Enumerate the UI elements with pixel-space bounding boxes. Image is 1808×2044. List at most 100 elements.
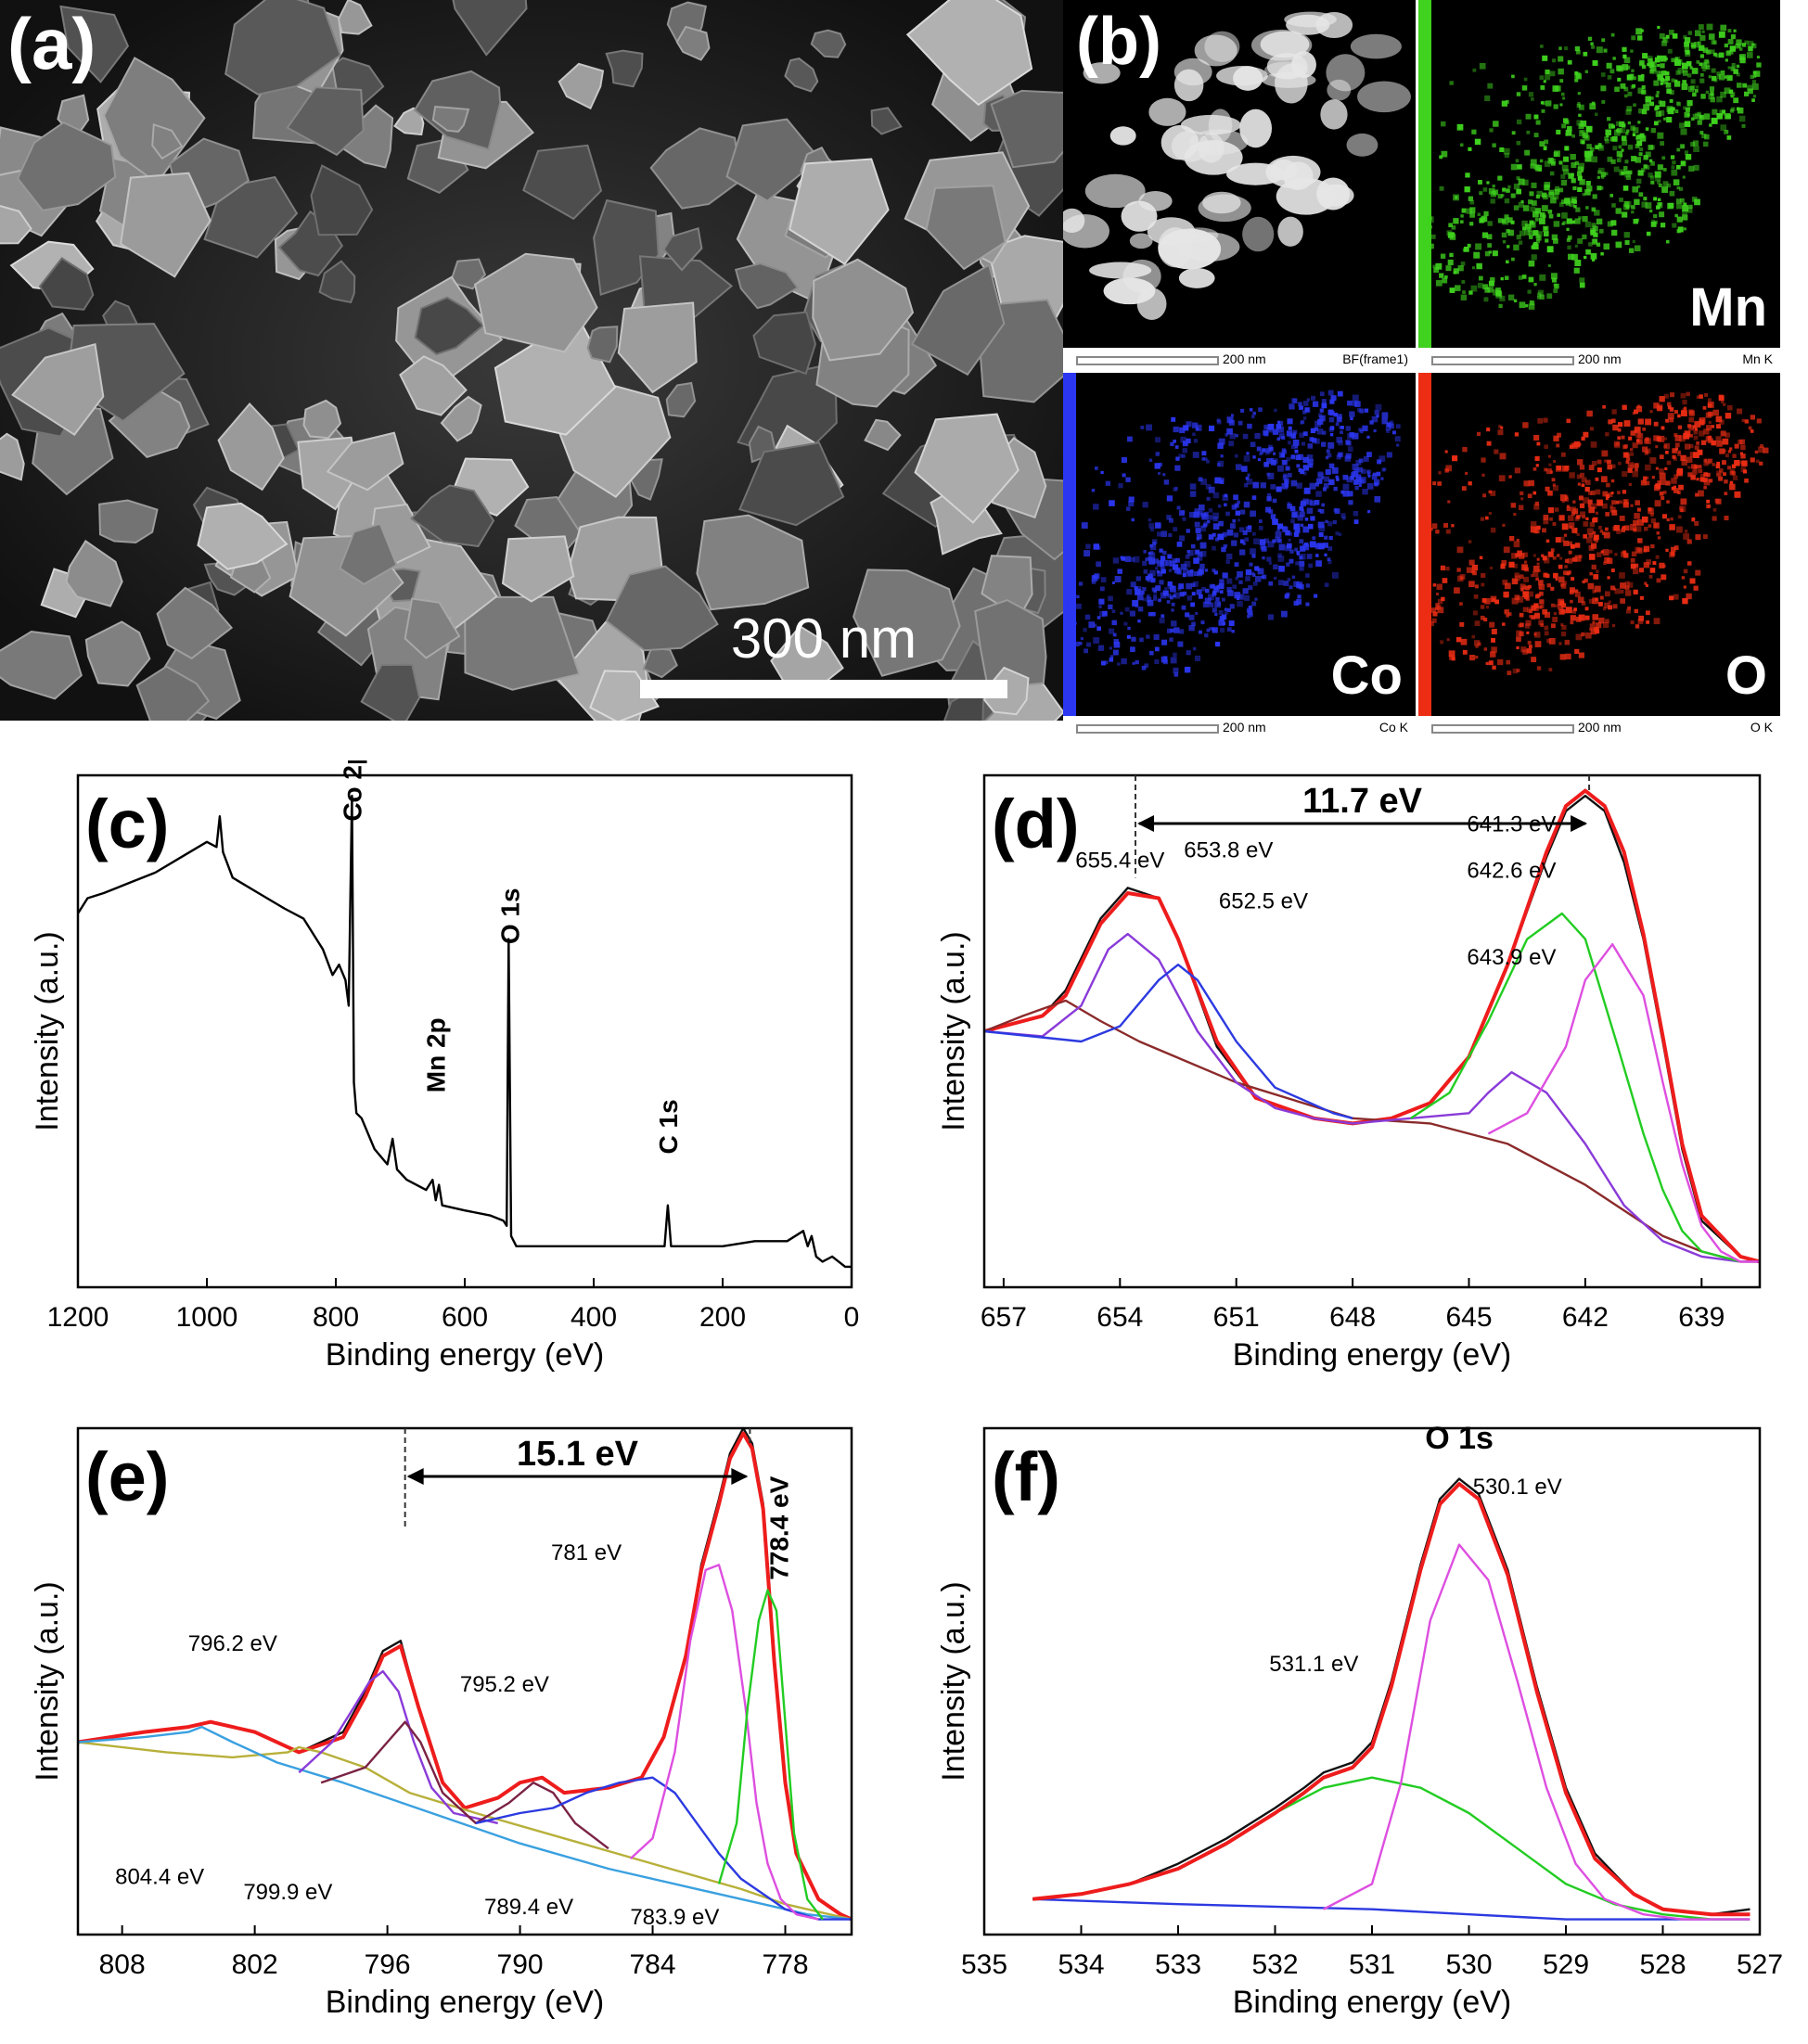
eds-signal-dot [1173,672,1179,677]
eds-signal-dot [1577,102,1581,106]
eds-signal-dot [1146,594,1150,598]
eds-signal-dot [1262,556,1265,560]
eds-signal-dot [1738,115,1746,122]
eds-signal-dot [1685,153,1692,160]
eds-signal-dot [1690,475,1696,480]
eds-signal-dot [1568,550,1572,555]
eds-signal-dot [1533,632,1537,636]
eds-signal-dot [1317,472,1325,479]
eds-signal-dot [1244,537,1250,542]
eds-signal-dot [1560,631,1567,637]
eds-signal-dot [1103,277,1156,305]
eds-signal-dot [1695,492,1699,497]
eds-signal-dot [1640,29,1644,32]
eds-signal-dot [1506,188,1510,193]
eds-signal-dot [1366,472,1370,476]
sem-grain [326,431,404,492]
eds-signal-dot [1609,506,1616,513]
eds-signal-dot [1589,571,1593,576]
sem-grain [810,29,847,58]
eds-signal-dot [1596,242,1601,247]
eds-signal-dot [1215,641,1221,647]
eds-signal-dot [1600,85,1607,92]
eds-signal-dot [1263,429,1269,436]
eds-signal-dot [1627,467,1633,473]
eds-signal-dot [1196,533,1202,540]
sem-image: (a) 300 nm [0,0,1063,721]
eds-signal-dot [1508,536,1515,542]
eds-signal-dot [1472,610,1478,616]
eds-signal-dot [1195,611,1199,615]
eds-signal-dot [1620,83,1626,89]
eds-signal-dot [1611,500,1616,505]
eds-signal-dot [1653,618,1661,625]
eds-signal-dot [1353,468,1358,473]
eds-signal-dot [1340,490,1345,494]
eds-signal-dot [1552,617,1558,622]
eds-signal-dot [1716,470,1722,477]
eds-signal-dot [1287,504,1292,509]
peak-label: 799.9 eV [243,1880,332,1905]
eds-signal-dot [1699,417,1706,424]
eds-signal-dot [1257,568,1264,575]
eds-signal-dot [1585,206,1589,210]
eds-signal-dot [1162,590,1169,596]
eds-signal-dot [1683,432,1690,440]
eds-signal-dot [1429,225,1432,229]
eds-signal-dot [1546,638,1551,644]
eds-signal-dot [1277,580,1284,586]
eds-signal-dot [1604,172,1609,176]
eds-signal-dot [1204,457,1208,461]
eds-signal-dot [1696,60,1700,64]
eds-signal-dot [1333,412,1339,417]
eds-signal-dot [1675,70,1681,75]
eds-signal-dot [1490,276,1495,283]
eds-signal-dot [1469,211,1475,218]
eds-signal-dot [1321,441,1327,447]
eds-signal-dot [1132,599,1139,607]
eds-signal-dot [1643,197,1648,201]
eds-signal-dot [1327,559,1332,565]
eds-signal-dot [1637,432,1644,439]
eds-signal-dot [1544,631,1549,636]
eds-signal-dot [1677,491,1681,494]
eds-signal-dot [1548,213,1554,219]
panel-a-label: (a) [7,3,96,84]
x-tick-label: 200 [699,1302,746,1333]
eds-signal-dot [1633,568,1639,575]
eds-signal-dot [1653,484,1661,492]
eds-signal-dot [1193,557,1199,564]
eds-signal-dot [1750,429,1754,433]
eds-signal-dot [1624,590,1632,596]
eds-signal-dot [1581,140,1585,145]
eds-signal-dot [1545,100,1552,107]
panel-b-label: (b) [1076,5,1161,79]
eds-signal-dot [1680,498,1687,505]
eds-signal-dot [1755,459,1760,464]
eds-signal-dot [1619,198,1623,202]
eds-signal-dot [1553,485,1559,492]
eds-signal-dot [1667,108,1674,115]
eds-signal-dot [1622,140,1628,146]
eds-signal-dot [1189,491,1197,497]
eds-signal-dot [1602,404,1606,409]
eds-signal-dot [1561,212,1568,219]
eds-signal-dot [1716,472,1721,478]
eds-signal-dot [1661,426,1665,430]
eds-signal-dot [1121,456,1127,464]
eds-signal-dot [1294,449,1299,454]
eds-signal-dot [1721,460,1726,466]
eds-signal-dot [1538,218,1545,224]
eds-signal-dot [1299,566,1304,571]
eds-signal-dot [1518,178,1525,185]
eds-signal-dot [1240,509,1246,515]
eds-signal-dot [1670,595,1674,600]
eds-signal-dot [1259,453,1263,456]
eds-signal-dot [1609,136,1615,142]
eds-signal-dot [1250,548,1256,555]
eds-signal-dot [1683,568,1688,574]
eds-signal-dot [1514,432,1519,437]
eds-signal-dot [1442,277,1448,284]
eds-signal-dot [1570,599,1573,604]
eds-signal-dot [1536,190,1543,198]
